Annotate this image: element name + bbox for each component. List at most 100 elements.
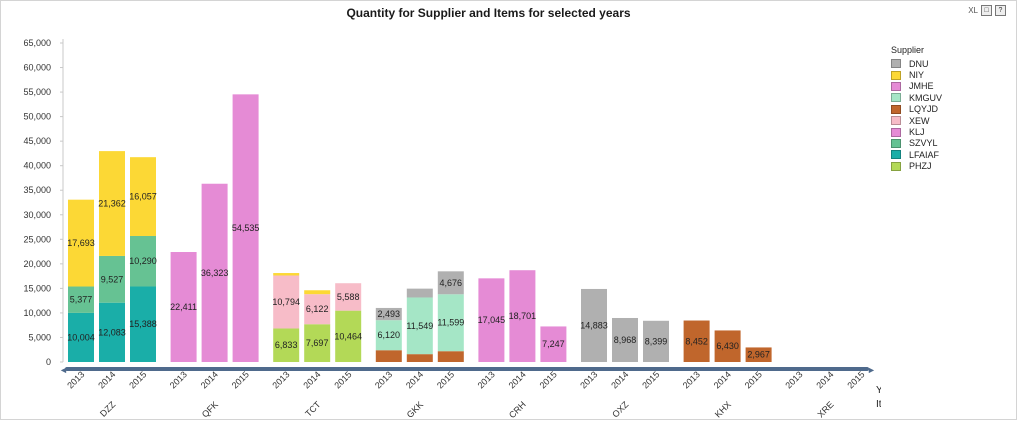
bar-segment[interactable]: [273, 328, 300, 362]
year-tick-label: 2013: [578, 369, 599, 390]
bar-chart: 0 5,000 10,000 15,000 20,000 25,000 30,000 35,0…: [23, 38, 881, 420]
bar-segment[interactable]: [437, 271, 464, 295]
x-axis-title: Year: [876, 385, 881, 396]
bar-segment[interactable]: [437, 294, 464, 352]
bar-segment[interactable]: [437, 351, 464, 362]
year-tick-label: 2014: [609, 369, 630, 390]
legend-swatch: [891, 81, 901, 91]
data-label: 54,535: [232, 223, 260, 233]
item-code-label: DZZ: [98, 399, 118, 419]
restore-icon[interactable]: □: [981, 5, 992, 16]
bar-segment[interactable]: [232, 94, 259, 362]
data-label: 8,399: [645, 336, 668, 346]
year-tick-label: 2013: [270, 369, 291, 390]
year-tick-label: 2014: [199, 369, 220, 390]
y-tick-label: 15,000: [23, 283, 51, 293]
legend-label: LFAIAF: [909, 149, 940, 160]
bar-segment[interactable]: [509, 270, 536, 362]
data-label: 2,493: [378, 309, 401, 319]
legend-swatch: [891, 127, 901, 137]
bar-segment[interactable]: [581, 288, 607, 362]
bar-segment[interactable]: [375, 350, 402, 362]
bar-segment[interactable]: [130, 157, 156, 236]
legend: Supplier DNU NIY JMHE KMGUV LQYJD XEW KLJ SZVYL…: [891, 45, 942, 172]
bar-segment[interactable]: [201, 183, 228, 362]
bar-segment[interactable]: [68, 199, 94, 287]
chart-title: Quantity for Supplier and Items for sele…: [346, 6, 631, 20]
scroll-left-icon[interactable]: ◄: [59, 365, 68, 375]
data-label: 6,122: [306, 304, 329, 314]
legend-label: JMHE: [909, 81, 934, 92]
legend-item-niy[interactable]: NIY: [891, 69, 942, 80]
bar-segment[interactable]: [612, 317, 638, 362]
y-tick-label: 10,000: [23, 308, 51, 318]
data-label: 22,411: [170, 302, 197, 312]
year-tick-label: 2013: [373, 369, 394, 390]
item-code-label: GKK: [405, 399, 426, 420]
bar-segment[interactable]: [68, 286, 94, 313]
data-label: 10,464: [334, 331, 362, 341]
data-label: 9,527: [101, 274, 124, 284]
legend-item-klj[interactable]: KLJ: [891, 126, 942, 137]
legend-item-dnu[interactable]: DNU: [891, 58, 942, 69]
legend-swatch: [891, 59, 901, 69]
scroll-right-icon[interactable]: ►: [867, 365, 876, 375]
bar-segment[interactable]: [130, 286, 156, 362]
data-label: 10,004: [67, 332, 95, 342]
bar-segment[interactable]: [643, 320, 669, 362]
legend-swatch: [891, 161, 901, 171]
bar-segment[interactable]: [170, 252, 197, 362]
legend-item-jmhe[interactable]: JMHE: [891, 81, 942, 92]
legend-label: LQYJD: [909, 104, 939, 115]
bar-segment[interactable]: [99, 151, 125, 256]
data-label: 12,083: [98, 327, 126, 337]
data-label: 11,599: [437, 318, 464, 328]
legend-item-kmguv[interactable]: KMGUV: [891, 92, 942, 103]
bar-segment[interactable]: [406, 354, 433, 362]
y-tick-label: 40,000: [23, 161, 51, 171]
y-tick-label: 20,000: [23, 259, 51, 269]
bar-segment[interactable]: [714, 330, 741, 362]
bar-segment[interactable]: [273, 275, 300, 329]
bar-segment[interactable]: [99, 302, 125, 362]
legend-item-lfaiaf[interactable]: LFAIAF: [891, 149, 942, 160]
year-tick-label: 2014: [507, 369, 528, 390]
bar-segment[interactable]: [99, 255, 125, 303]
bar-segment[interactable]: [745, 347, 772, 362]
help-icon[interactable]: ?: [995, 5, 1006, 16]
legend-label: PHZJ: [909, 161, 932, 172]
bar-segment[interactable]: [478, 278, 505, 362]
data-label: 18,701: [509, 311, 537, 321]
legend-swatch: [891, 116, 901, 126]
legend-label: DNU: [909, 58, 929, 69]
bar-segment[interactable]: [375, 307, 402, 321]
year-tick-label: 2014: [814, 369, 835, 390]
bar-segment[interactable]: [304, 294, 331, 325]
bar-segment[interactable]: [68, 312, 94, 362]
bar-segment[interactable]: [375, 320, 402, 351]
y-tick-label: 45,000: [23, 136, 51, 146]
legend-item-szvyl[interactable]: SZVYL: [891, 138, 942, 149]
bar-segment[interactable]: [406, 297, 433, 355]
legend-item-xew[interactable]: XEW: [891, 115, 942, 126]
legend-item-phzj[interactable]: PHZJ: [891, 161, 942, 172]
year-tick-label: 2015: [538, 369, 559, 390]
bar-segment[interactable]: [683, 320, 710, 362]
year-tick-label: 2015: [845, 369, 866, 390]
y-tick-label: 30,000: [23, 210, 51, 220]
year-tick-label: 2015: [640, 369, 661, 390]
bar-segment[interactable]: [335, 283, 362, 311]
item-code-label: CRH: [507, 399, 528, 420]
bar-segment[interactable]: [273, 273, 300, 276]
item-code-label: KHX: [713, 399, 733, 419]
bar-segment[interactable]: [130, 235, 156, 287]
legend-item-lqyjd[interactable]: LQYJD: [891, 104, 942, 115]
bar-segment[interactable]: [304, 324, 331, 362]
bar-segment[interactable]: [335, 310, 362, 362]
y-tick-label: 50,000: [23, 112, 51, 122]
legend-swatch: [891, 104, 901, 114]
bar-segment[interactable]: [406, 288, 433, 298]
bar-segment[interactable]: [540, 326, 567, 362]
xl-export-button[interactable]: XL: [968, 6, 978, 15]
bar-segment[interactable]: [304, 290, 331, 295]
